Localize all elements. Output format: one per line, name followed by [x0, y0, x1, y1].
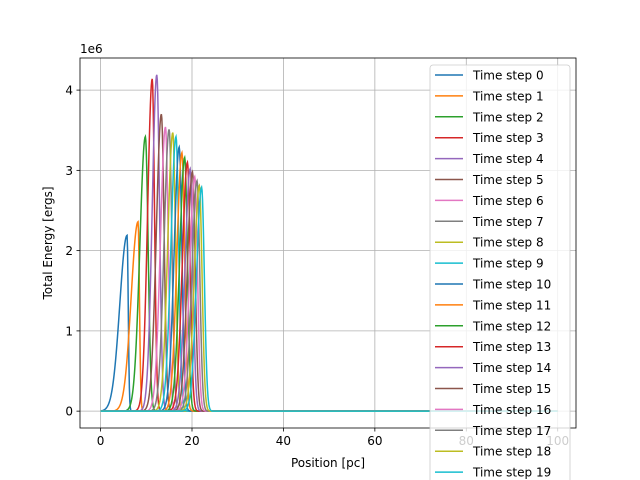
x-tick-label: 60	[367, 434, 382, 448]
y-tick-label: 3	[65, 164, 73, 178]
legend-label: Time step 6	[472, 194, 544, 208]
legend-label: Time step 18	[472, 445, 551, 459]
x-tick-label: 0	[97, 434, 105, 448]
legend-label: Time step 15	[472, 382, 551, 396]
x-tick-label: 20	[184, 434, 199, 448]
legend-label: Time step 19	[472, 466, 551, 480]
legend-label: Time step 3	[472, 131, 544, 145]
legend-box	[429, 64, 571, 480]
legend-label: Time step 0	[472, 69, 544, 83]
x-axis-label: Position [pc]	[291, 456, 365, 470]
y-axis-label: Total Energy [ergs]	[41, 186, 55, 300]
legend-label: Time step 5	[472, 173, 544, 187]
legend-label: Time step 2	[472, 110, 544, 124]
x-tick-label: 40	[276, 434, 291, 448]
y-tick-label: 2	[65, 244, 73, 258]
y-tick-label: 4	[65, 84, 73, 98]
legend-label: Time step 11	[472, 298, 551, 312]
legend-label: Time step 4	[472, 152, 544, 166]
y-tick-label: 1	[65, 324, 73, 338]
legend-label: Time step 16	[472, 403, 551, 417]
legend-label: Time step 12	[472, 319, 551, 333]
legend-label: Time step 8	[472, 236, 544, 250]
legend-label: Time step 10	[472, 278, 551, 292]
legend-label: Time step 17	[472, 424, 551, 438]
legend: Time step 0 Time step 1 Time step 2 Time st…	[429, 64, 571, 480]
legend-label: Time step 14	[472, 361, 551, 375]
legend-label: Time step 13	[472, 340, 551, 354]
y-offset-text: 1e6	[80, 42, 103, 56]
y-tick-label: 0	[65, 405, 73, 419]
legend-label: Time step 1	[472, 89, 544, 103]
legend-label: Time step 9	[472, 257, 544, 271]
legend-label: Time step 7	[472, 215, 544, 229]
axes-frame	[79, 57, 577, 429]
